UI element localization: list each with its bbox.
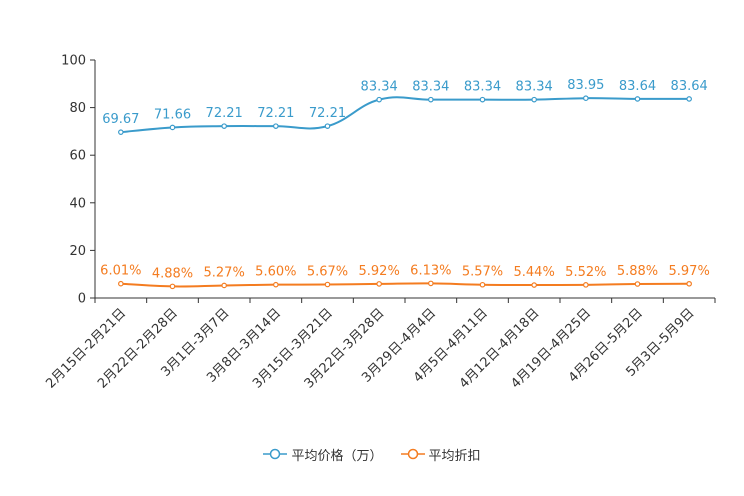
- data-point: [686, 96, 692, 102]
- legend-label-price: 平均价格（万）: [291, 448, 383, 464]
- y-tick-label: 80: [69, 101, 86, 116]
- legend-item-price[interactable]: 平均价格（万）: [263, 445, 383, 464]
- data-point: [634, 96, 641, 102]
- y-tick-label: 60: [69, 149, 86, 164]
- legend-marker-discount-icon: [400, 448, 425, 460]
- legend: 平均价格（万） 平均折扣: [0, 444, 744, 464]
- data-point: [428, 96, 434, 103]
- data-point: [634, 281, 641, 287]
- data-label: 83.34: [361, 80, 398, 95]
- data-point: [479, 96, 486, 103]
- data-label: 4.88%: [152, 266, 193, 281]
- data-label: 83.34: [516, 80, 553, 95]
- data-label: 5.52%: [565, 265, 606, 280]
- data-label: 83.64: [671, 79, 708, 94]
- data-point: [118, 129, 124, 135]
- data-point: [324, 281, 331, 288]
- data-label: 5.67%: [307, 265, 348, 280]
- data-point: [273, 281, 279, 288]
- series-discount: 6.01% 4.88% 5.27% 5.60% 5.67% 5.92% 6.13% 5.57%…: [100, 263, 710, 290]
- legend-label-discount: 平均折扣: [428, 448, 481, 464]
- data-point: [324, 123, 331, 129]
- data-label: 5.92%: [359, 264, 400, 279]
- data-label: 5.44%: [514, 265, 555, 280]
- series-line: [120, 282, 690, 288]
- data-label: 83.34: [464, 80, 501, 95]
- y-tick-label: 100: [61, 54, 86, 69]
- legend-item-discount[interactable]: 平均折扣: [400, 445, 481, 464]
- data-label: 72.21: [309, 106, 346, 121]
- data-label: 5.27%: [204, 265, 245, 280]
- data-point: [583, 95, 589, 101]
- data-label: 72.21: [257, 106, 294, 121]
- data-label: 5.97%: [669, 264, 710, 279]
- legend-marker-price-icon: [263, 448, 288, 460]
- series-layer: 69.67 71.66 72.21 72.21 72.21 83.34 83.34 83.34…: [100, 78, 710, 290]
- data-label: 71.66: [154, 107, 191, 122]
- data-label: 5.57%: [462, 265, 503, 280]
- data-point: [169, 283, 176, 290]
- data-point: [531, 96, 537, 103]
- data-label: 83.64: [619, 79, 656, 94]
- series-price: 69.67 71.66 72.21 72.21 72.21 83.34 83.34 83.34…: [102, 78, 708, 135]
- y-tick-label: 0: [78, 292, 86, 307]
- y-tick-label: 20: [69, 244, 86, 259]
- data-point: [118, 280, 124, 287]
- data-point: [531, 282, 537, 288]
- data-point: [169, 124, 176, 131]
- data-point: [376, 281, 382, 287]
- axes: 0204060801002月15日-2月21日2月22日-2月28日3月1日-3…: [43, 54, 716, 392]
- data-point: [479, 281, 486, 288]
- data-point: [686, 280, 692, 287]
- data-point: [221, 282, 227, 289]
- y-tick-label: 40: [69, 196, 86, 211]
- data-label: 5.88%: [617, 264, 658, 279]
- data-point: [428, 280, 434, 287]
- data-label: 6.01%: [100, 264, 141, 279]
- data-label: 69.67: [102, 112, 139, 127]
- data-label: 83.34: [412, 80, 449, 95]
- data-point: [273, 123, 279, 129]
- data-point: [376, 96, 382, 103]
- data-label: 83.95: [567, 78, 604, 93]
- data-point: [583, 282, 589, 288]
- series-line: [120, 96, 690, 134]
- line-chart: 0204060801002月15日-2月21日2月22日-2月28日3月1日-3…: [43, 54, 716, 392]
- data-label: 5.60%: [255, 265, 296, 280]
- data-label: 72.21: [206, 106, 243, 121]
- data-label: 6.13%: [410, 263, 451, 278]
- data-point: [221, 123, 227, 129]
